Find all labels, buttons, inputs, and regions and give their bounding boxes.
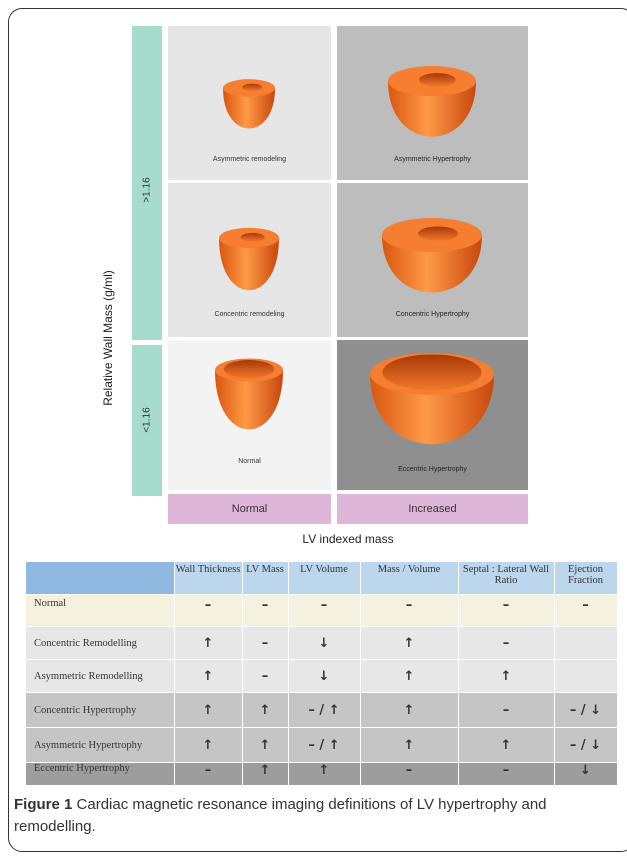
heart-diagram-cell: Normal [168, 340, 331, 490]
row-label: Asymmetric Remodelling [26, 659, 175, 693]
ventricle-wall [219, 238, 279, 291]
table-cell: – [242, 594, 289, 627]
table-header-row: Wall Thickness LV Mass LV Volume Mass / … [26, 562, 618, 595]
table-header: Wall Thickness [174, 562, 243, 595]
x-axis-label: LV indexed mass [302, 532, 394, 546]
table-row: Normal – – – – – – [26, 594, 618, 627]
table-row: Eccentric Hypertrophy – ↑ ↑ – – ↓ [26, 762, 618, 786]
band-low [132, 345, 162, 496]
figure-caption: Figure 1 Cardiac magnetic resonance imag… [14, 794, 614, 838]
ventricle-cavity [382, 354, 482, 391]
ventricle-cavity [418, 73, 456, 87]
ventricle-cavity [418, 226, 458, 241]
table-cell: – [288, 594, 361, 627]
table-cell: – [458, 692, 555, 728]
table-header: Septal : Lateral Wall Ratio [458, 562, 555, 595]
ventricle-cavity [240, 232, 265, 242]
table-cell: ↑ [174, 626, 243, 660]
table-cell: – [174, 762, 243, 786]
table-cell: – [458, 762, 555, 786]
row-label: Normal [26, 594, 175, 627]
caption-text: Cardiac magnetic resonance imaging defin… [14, 796, 547, 835]
table-header: LV Volume [288, 562, 361, 595]
ventricle-wall [215, 370, 283, 430]
band-high [132, 26, 162, 340]
table-cell: ↑ [458, 659, 555, 693]
ventricle-illustration [219, 227, 279, 291]
table-cell: ↑ [458, 727, 555, 763]
heart-diagram-cell: Eccentric Hypertrophy [337, 340, 528, 490]
caption-label: Figure 1 [14, 796, 73, 813]
cell-label: Asymmetric remodeling [212, 156, 287, 163]
table-cell: – / ↑ [288, 727, 361, 763]
row-label: Concentric Remodelling [26, 626, 175, 660]
row-label: Concentric Hypertrophy [26, 692, 175, 728]
lv-definitions-table: Wall Thickness LV Mass LV Volume Mass / … [26, 562, 618, 786]
table-row: Concentric Remodelling ↑ – ↓ ↑ – [26, 626, 618, 660]
table-cell: ↑ [360, 692, 459, 728]
table-cell: – [360, 594, 459, 627]
heart-diagram-cell: Asymmetric Hypertrophy [337, 26, 528, 180]
ventricle-illustration [223, 79, 275, 129]
table-cell [554, 626, 618, 660]
table-cell: ↑ [360, 626, 459, 660]
ventricle-illustration [382, 218, 482, 293]
table-cell: – [554, 594, 618, 627]
table-header: Ejection Fraction [554, 562, 618, 595]
table-cell [554, 659, 618, 693]
ventricle-wall [388, 81, 476, 137]
table-cell: – [458, 594, 555, 627]
table-cell: ↑ [242, 692, 289, 728]
ventricle-cavity [223, 360, 275, 379]
x-category-normal: Normal [168, 494, 331, 524]
table-cell: ↓ [288, 626, 361, 660]
table-row: Concentric Hypertrophy ↑ ↑ – / ↑ ↑ – – / ↓ [26, 692, 618, 728]
cell-label: Concentric remodeling [214, 311, 285, 318]
row-label: Asymmetric Hypertrophy [26, 727, 175, 763]
table-cell: – [242, 659, 289, 693]
table-cell: ↓ [288, 659, 361, 693]
x-category-increased: Increased [337, 494, 528, 524]
table-row: Asymmetric Hypertrophy ↑ ↑ – / ↑ ↑ ↑ – / ↓ [26, 727, 618, 763]
table-cell: – [360, 762, 459, 786]
table-header [26, 562, 175, 595]
table-cell: – [174, 594, 243, 627]
table-cell: ↑ [288, 762, 361, 786]
table-header: LV Mass [242, 562, 289, 595]
table-cell: ↑ [242, 762, 289, 786]
table-cell: ↑ [242, 727, 289, 763]
table-cell: ↑ [174, 727, 243, 763]
table-cell: – / ↑ [288, 692, 361, 728]
table-cell: – / ↓ [554, 692, 618, 728]
ventricle-illustration [370, 352, 494, 445]
table-cell: ↑ [174, 659, 243, 693]
ventricle-illustration [215, 358, 283, 430]
heart-diagram-cell: Asymmetric remodeling [168, 26, 331, 180]
cell-label: Concentric Hypertrophy [395, 311, 470, 318]
table-cell: ↑ [360, 659, 459, 693]
cell-label: Asymmetric Hypertrophy [394, 156, 471, 163]
table-cell: – / ↓ [554, 727, 618, 763]
table-cell: ↑ [174, 692, 243, 728]
table-cell: – [242, 626, 289, 660]
table-cell: – [458, 626, 555, 660]
table-header: Mass / Volume [360, 562, 459, 595]
heart-diagram-cell: Concentric Hypertrophy [337, 183, 528, 337]
cell-label: Eccentric Hypertrophy [398, 466, 467, 473]
ventricle-wall [223, 88, 275, 129]
ventricle-cavity [242, 83, 262, 91]
cell-label: Normal [238, 458, 261, 465]
row-label: Eccentric Hypertrophy [26, 762, 175, 786]
heart-diagram-cell: Concentric remodeling [168, 183, 331, 337]
table-cell: ↑ [360, 727, 459, 763]
ventricle-illustration [388, 66, 476, 137]
table-row: Asymmetric Remodelling ↑ – ↓ ↑ ↑ [26, 659, 618, 693]
table-cell: ↓ [554, 762, 618, 786]
